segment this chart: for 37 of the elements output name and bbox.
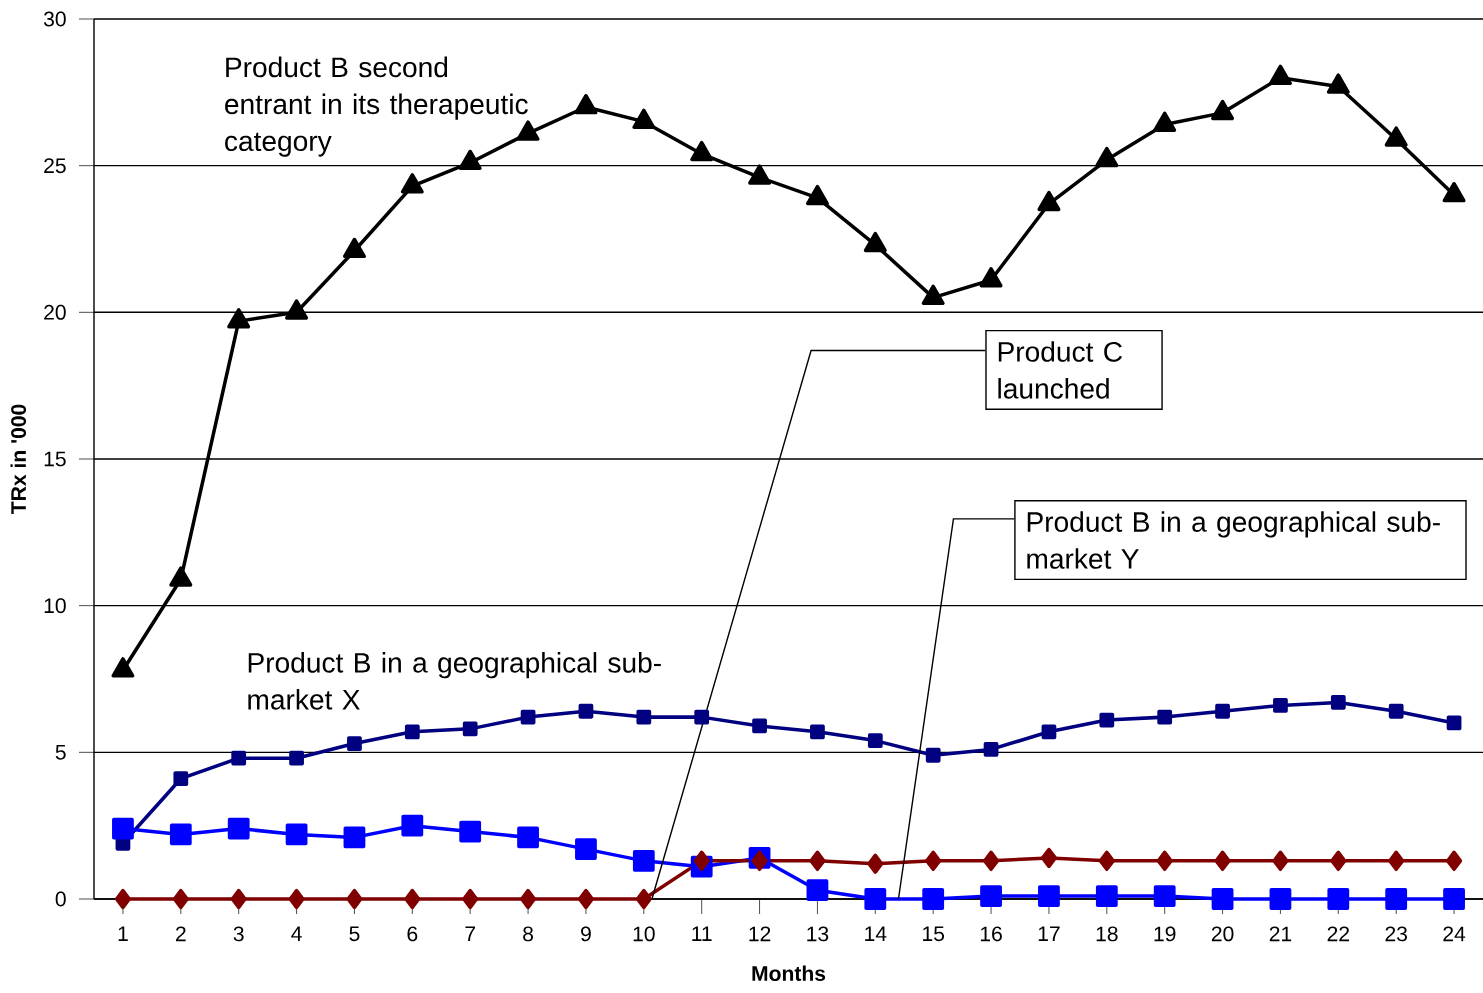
- x-tick-label: 22: [1327, 926, 1349, 942]
- x-tick-label: 23: [1385, 926, 1407, 942]
- y-tick-label: 5: [55, 744, 66, 760]
- x-tick-label: 7: [465, 926, 476, 941]
- x-tick-label: 20: [1211, 926, 1234, 942]
- series-label: Product B second entrant in its therapeutic category: [225, 56, 528, 157]
- x-tick-label: 8: [523, 926, 534, 942]
- x-tick-label: 10: [633, 926, 655, 942]
- x-tick-label: 12: [749, 926, 771, 942]
- series-label: Product B in a geographical sub-market X: [248, 652, 661, 710]
- x-tick-label: 14: [865, 926, 887, 941]
- x-axis-title: Months: [752, 965, 826, 981]
- x-tick-label: 19: [1154, 926, 1176, 942]
- y-axis-title: TRx in '000: [10, 404, 27, 515]
- x-tick-label: 11: [692, 926, 712, 941]
- text: Product C launched: [998, 341, 1123, 399]
- x-tick-label: 13: [807, 926, 829, 942]
- y-tick-label: 10: [44, 598, 66, 614]
- y-tick-label: 20: [44, 304, 66, 320]
- y-tick-label: 0: [55, 891, 66, 907]
- x-tick-label: 9: [581, 926, 591, 942]
- text: Product B in a geographical sub-market Y: [1027, 511, 1440, 569]
- x-tick-label: 2: [176, 926, 186, 942]
- y-tick-label: 25: [44, 158, 66, 174]
- x-tick-label: 4: [291, 926, 302, 941]
- x-tick-label: 3: [233, 926, 244, 942]
- x-tick-label: 16: [980, 926, 1002, 942]
- x-tick-label: 5: [349, 926, 360, 942]
- x-tick-label: 21: [1269, 926, 1292, 942]
- x-tick-label: 24: [1443, 926, 1466, 942]
- y-tick-label: 30: [43, 11, 66, 27]
- x-tick-label: 17: [1038, 926, 1060, 941]
- x-tick-label: 18: [1096, 926, 1118, 942]
- x-tick-label: 15: [923, 926, 945, 942]
- y-tick-label: 15: [44, 451, 66, 467]
- x-tick-label: 6: [407, 926, 418, 942]
- x-tick-label: 1: [118, 926, 128, 941]
